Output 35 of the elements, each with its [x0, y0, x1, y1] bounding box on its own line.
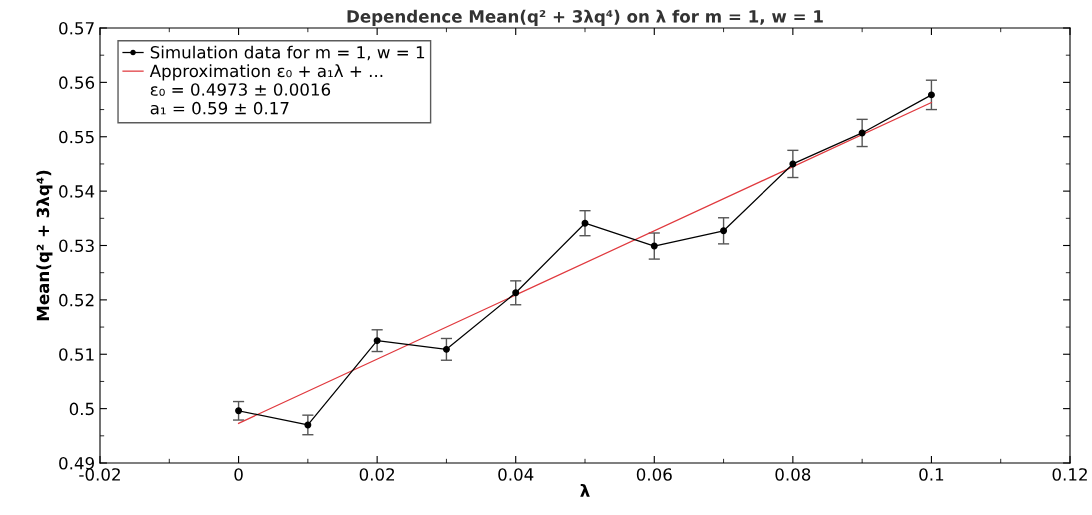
y-tick-label: 0.57 [59, 21, 94, 35]
point [512, 289, 520, 297]
point [858, 129, 866, 137]
point [373, 337, 381, 345]
point [650, 242, 658, 250]
y-tick-label: 0.5 [69, 402, 94, 416]
point [927, 91, 935, 99]
annotation: a₁ = 0.59 ± 0.17 [150, 101, 289, 115]
x-tick-label: 0.02 [359, 468, 395, 481]
annotation: ε₀ = 0.4973 ± 0.0016 [150, 83, 331, 96]
point [442, 345, 450, 353]
chart-title: Dependence Mean(q² + 3λq⁴) on λ for m = 1, w = 1 [347, 9, 823, 26]
x-tick-label: 0.04 [498, 468, 534, 481]
point [235, 407, 243, 415]
y-tick-label: 0.52 [59, 293, 94, 307]
point [304, 421, 312, 429]
point [581, 219, 589, 227]
y-tick-label: 0.54 [59, 185, 95, 198]
point [789, 160, 797, 168]
x-tick-label: 0.06 [636, 468, 672, 481]
y-axis-title: Mean(q² + 3λq⁴) [36, 170, 53, 321]
x-tick-label: 0.12 [1052, 468, 1087, 481]
legend-label: Simulation data for m = 1, w = 1 [150, 45, 425, 61]
y-tick-label: 0.51 [59, 348, 94, 361]
x-tick-label: 0.1 [919, 468, 944, 481]
x-axis-title: λ [580, 483, 590, 497]
legend-label: Approximation ε₀ + a₁λ + ... [149, 64, 383, 81]
point [720, 227, 728, 235]
y-tick-label: 0.53 [59, 239, 94, 253]
y-tick-label: 0.55 [59, 130, 94, 144]
x-tick-label: 0 [234, 468, 243, 481]
y-tick-label: 0.56 [59, 76, 95, 89]
y-tick-label: 0.49 [59, 456, 94, 470]
x-tick-label: -0.02 [79, 468, 120, 481]
x-tick-label: 0.08 [775, 468, 811, 481]
